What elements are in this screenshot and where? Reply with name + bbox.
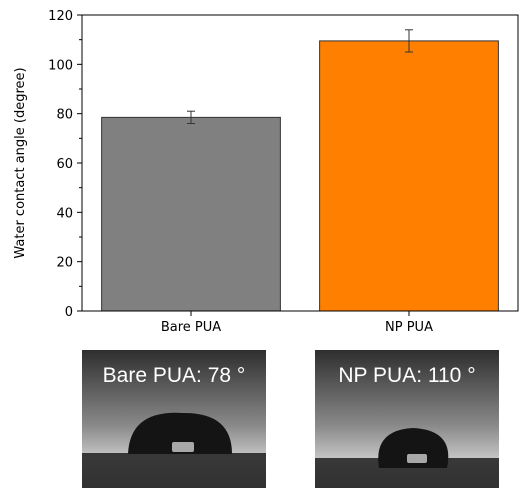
y-axis-ticks: 0 20 40 60 80 100 120 — [48, 9, 82, 320]
y-tick-label: 40 — [56, 206, 73, 221]
bar-np-pua — [319, 40, 499, 312]
y-tick-label: 0 — [65, 305, 73, 320]
x-axis-ticks: Bare PUA NP PUA — [161, 311, 433, 335]
x-tick-label-bare-pua: Bare PUA — [161, 320, 221, 335]
y-axis-label: Water contact angle (degree) — [13, 67, 28, 258]
x-tick-label-np-pua: NP PUA — [385, 320, 433, 335]
y-tick-label: 80 — [56, 108, 73, 123]
bare-pua-droplet-photo: Bare PUA: 78 ° — [82, 350, 266, 488]
plot-frame — [81, 14, 519, 312]
y-tick-label: 20 — [56, 256, 73, 271]
bare-pua-photo-label: Bare PUA: 78 ° — [102, 364, 246, 387]
np-pua-photo-label: NP PUA: 110 ° — [338, 364, 476, 387]
error-bar-bare-pua — [187, 110, 195, 125]
np-pua-droplet-photo: NP PUA: 110 ° — [315, 350, 499, 488]
y-tick-label: 60 — [56, 157, 73, 172]
bar-bare-pua — [101, 116, 281, 312]
bar-chart: 0 20 40 60 80 100 120 Bare PUA NP PUA Water con… — [13, 9, 519, 335]
error-bar-np-pua — [405, 29, 413, 53]
y-tick-label: 120 — [48, 9, 73, 24]
bars — [101, 29, 499, 312]
y-tick-label: 100 — [48, 58, 73, 73]
